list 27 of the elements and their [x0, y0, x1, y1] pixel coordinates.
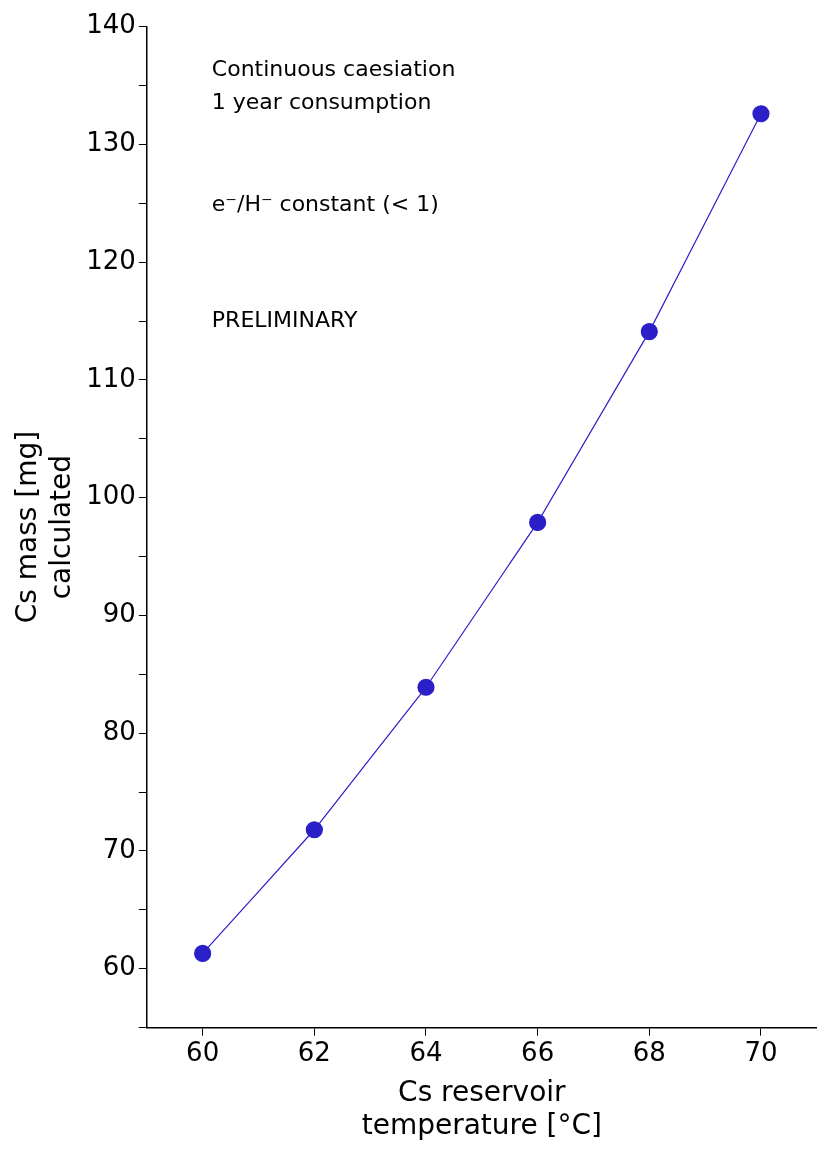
y-tick-label: 140	[86, 9, 136, 40]
annotation: PRELIMINARY	[211, 307, 358, 333]
point	[752, 105, 770, 123]
annotation: Continuous caesiation	[211, 56, 456, 82]
y-tick-label: 110	[86, 362, 136, 393]
point	[529, 513, 547, 531]
x-tick-label: 60	[186, 1036, 220, 1067]
x-tick-label: 62	[297, 1036, 331, 1067]
y-tick-label: 60	[102, 951, 136, 982]
y-tick-label: 120	[86, 244, 136, 275]
x-tick-label: 64	[409, 1036, 443, 1067]
y-tick-label: 130	[86, 127, 136, 158]
point	[640, 323, 658, 341]
x-tick-label: 70	[744, 1036, 778, 1067]
x-tick-label: 66	[521, 1036, 555, 1067]
y-axis-title: Cs mass [mg] calculated	[10, 430, 77, 624]
annotation: e⁻/H⁻ constant (< 1)	[211, 191, 439, 217]
y-tick-label: 100	[86, 480, 136, 511]
x-axis-title: Cs reservoir temperature [°C]	[361, 1074, 602, 1142]
point	[194, 944, 212, 963]
point	[305, 821, 323, 839]
y-tick-label: 70	[102, 833, 136, 864]
y-tick-label: 90	[102, 598, 136, 629]
point	[417, 678, 435, 696]
x-tick-label: 68	[632, 1036, 666, 1067]
annotation: 1 year consumption	[211, 89, 432, 115]
y-tick-label: 80	[102, 715, 136, 746]
